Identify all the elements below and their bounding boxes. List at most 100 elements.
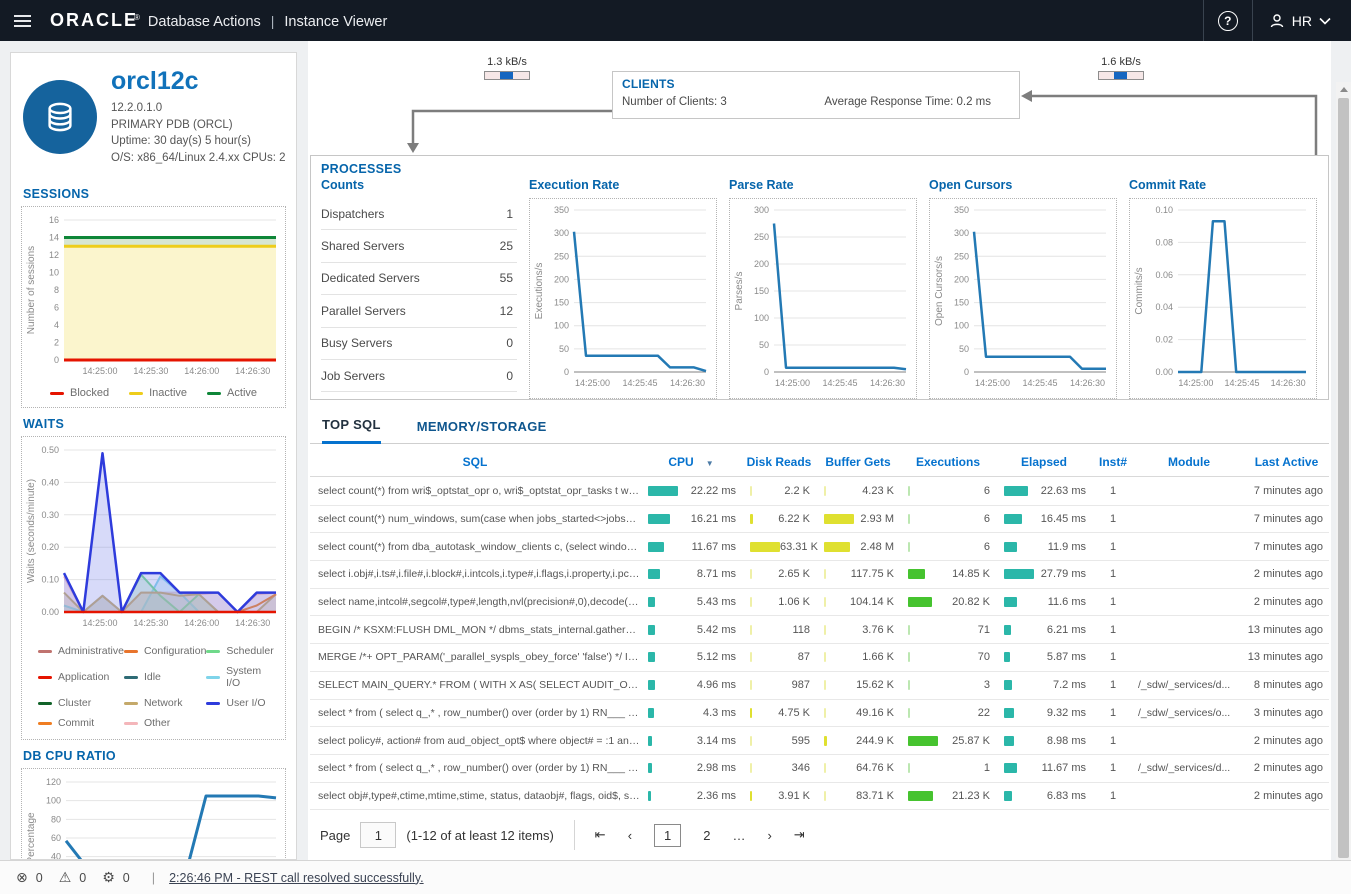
- warnings-icon[interactable]: ⚠: [58, 869, 72, 885]
- menu-icon[interactable]: [0, 0, 44, 41]
- page-button-2[interactable]: 2: [703, 827, 711, 843]
- page-button-1[interactable]: 1: [654, 823, 682, 847]
- sql-text: select count(*) from wri$_optstat_opr o,…: [318, 485, 640, 498]
- help-button[interactable]: ?: [1204, 0, 1252, 41]
- count-value: 12: [499, 303, 513, 318]
- divider: [1202, 0, 1204, 41]
- col-header-module[interactable]: Module: [1168, 454, 1210, 469]
- col-header-buffer-gets[interactable]: Buffer Gets: [825, 454, 891, 469]
- scroll-up-button[interactable]: [1336, 82, 1351, 96]
- col-header-executions[interactable]: Executions: [915, 454, 981, 469]
- prev-page-button[interactable]: ‹: [627, 827, 633, 843]
- module-value: /_sdw/_services/o...: [1138, 706, 1231, 719]
- legend-item: Cluster: [38, 697, 124, 709]
- col-header-last-active[interactable]: Last Active: [1254, 454, 1319, 469]
- count-row: Shared Servers 25: [321, 230, 517, 263]
- col-header-elapsed[interactable]: Elapsed: [1020, 454, 1068, 469]
- sql-text: BEGIN /* KSXM:FLUSH DML_MON */ dbms_stat…: [318, 623, 640, 636]
- errors-icon[interactable]: ⊗: [16, 869, 28, 885]
- last-page-button[interactable]: ⇥: [793, 827, 805, 842]
- clients-box: CLIENTS Number of Clients: 3 Average Res…: [612, 71, 1020, 119]
- disk-bar: [750, 486, 752, 497]
- cpu-bar: [648, 680, 655, 691]
- tab-memory-storage[interactable]: MEMORY/STORAGE: [416, 419, 547, 434]
- table-row[interactable]: SELECT MAIN_QUERY.* FROM ( WITH X AS( SE…: [310, 672, 1329, 700]
- cpu-bar: [648, 624, 655, 635]
- disk-value: 118: [792, 623, 810, 636]
- svg-text:Open Cursors/s: Open Cursors/s: [934, 256, 945, 326]
- svg-text:200: 200: [554, 274, 569, 284]
- elapsed-cell: 7.2 ms: [996, 679, 1092, 691]
- inbound-flow: 1.3 kB/s: [484, 56, 530, 80]
- status-message-link[interactable]: 2:26:46 PM - REST call resolved successf…: [169, 870, 424, 885]
- table-row[interactable]: select count(*) from wri$_optstat_opr o,…: [310, 478, 1329, 506]
- table-row[interactable]: MERGE /*+ OPT_PARAM('_parallel_syspls_ob…: [310, 644, 1329, 672]
- top-bar: ORACLE® Database Actions | Instance View…: [0, 0, 1351, 41]
- svg-text:0: 0: [564, 367, 569, 377]
- waits-legend: Administrative Configuration Scheduler Appl…: [38, 645, 277, 729]
- table-row[interactable]: select name,intcol#,segcol#,type#,length…: [310, 589, 1329, 617]
- cpu-cell: 2.36 ms: [640, 790, 742, 802]
- table-row[interactable]: BEGIN /* KSXM:FLUSH DML_MON */ dbms_stat…: [310, 616, 1329, 645]
- sessions-section-title: SESSIONS: [23, 187, 90, 201]
- execs-value: 1: [983, 762, 990, 775]
- sql-table-header: SQL CPU ▼ Disk Reads Buffer Gets Executio…: [310, 447, 1329, 477]
- col-header-cpu[interactable]: CPU ▼: [668, 454, 714, 469]
- count-value: 0: [506, 368, 513, 383]
- page-ellipsis[interactable]: …: [732, 827, 746, 843]
- execs-bar: [908, 735, 938, 746]
- elapsed-cell: 11.9 ms: [996, 541, 1092, 553]
- cpu-value: 5.42 ms: [696, 623, 736, 636]
- scrollbar-thumb[interactable]: [1338, 98, 1349, 858]
- svg-text:0.02: 0.02: [1155, 335, 1173, 345]
- sql-text: MERGE /*+ OPT_PARAM('_parallel_syspls_ob…: [318, 651, 640, 664]
- last-active-value: 7 minutes ago: [1253, 485, 1323, 498]
- svg-text:0: 0: [764, 367, 769, 377]
- processes-status-icon[interactable]: ⚙: [102, 869, 115, 885]
- svg-text:14:26:30: 14:26:30: [670, 378, 705, 388]
- user-menu[interactable]: HR: [1253, 0, 1351, 41]
- col-header-sql[interactable]: SQL: [462, 454, 488, 469]
- legend-swatch: [129, 391, 144, 395]
- next-page-button[interactable]: ›: [767, 827, 772, 843]
- svg-text:Percentage: Percentage: [26, 812, 37, 860]
- inst-value: 1: [1109, 706, 1117, 719]
- page-title: Instance Viewer: [284, 14, 388, 30]
- cpu-value: 5.43 ms: [696, 596, 736, 609]
- table-row[interactable]: select count(*) from dba_autotask_window…: [310, 533, 1329, 562]
- tab-top-sql[interactable]: TOP SQL: [322, 417, 381, 444]
- buffer-cell: 104.14 K: [816, 596, 900, 608]
- cpu-value: 2.36 ms: [696, 789, 736, 802]
- legend-label: Inactive: [149, 387, 188, 399]
- cpu-value: 2.98 ms: [696, 762, 736, 775]
- disk-bar: [750, 763, 752, 774]
- elapsed-cell: 22.63 ms: [996, 485, 1092, 497]
- page-input[interactable]: [360, 822, 397, 848]
- col-header-inst[interactable]: Inst#: [1098, 454, 1127, 469]
- table-row[interactable]: select obj#,type#,ctime,mtime,stime, sta…: [310, 783, 1329, 811]
- table-row[interactable]: select * from ( select q_,* , row_number…: [310, 700, 1329, 728]
- table-row[interactable]: select count(*) num_windows, sum(case wh…: [310, 506, 1329, 534]
- svg-text:300: 300: [554, 228, 569, 238]
- legend-label: Idle: [143, 671, 161, 683]
- col-header-disk-reads[interactable]: Disk Reads: [746, 454, 812, 469]
- table-row[interactable]: select * from ( select q_,* , row_number…: [310, 755, 1329, 783]
- legend-swatch: [123, 675, 138, 679]
- execs-value: 3: [983, 679, 990, 692]
- first-page-button[interactable]: ⇤: [594, 827, 606, 842]
- cpu-bar: [648, 486, 678, 497]
- execs-value: 21.23 K: [952, 789, 990, 802]
- commit-rate-chart: Commits/s 0.00 0.02 0.04 0.06 0.08 0.10 14:25:0…: [1132, 202, 1314, 397]
- table-row[interactable]: select i.obj#,i.ts#,i.file#,i.block#,i.i…: [310, 561, 1329, 589]
- processes-title: PROCESSES: [321, 162, 402, 176]
- table-row[interactable]: select policy#, action# from aud_object_…: [310, 727, 1329, 755]
- svg-text:14:25:00: 14:25:00: [775, 378, 810, 388]
- vertical-scrollbar[interactable]: [1336, 82, 1351, 894]
- execs-bar: [908, 707, 910, 718]
- sql-text: SELECT MAIN_QUERY.* FROM ( WITH X AS( SE…: [318, 679, 640, 692]
- svg-text:14:26:00: 14:26:00: [184, 618, 219, 628]
- svg-text:14:25:45: 14:25:45: [1224, 378, 1259, 388]
- outbound-rate-label: 1.6 kB/s: [1101, 56, 1141, 68]
- disk-value: 2.2 K: [784, 485, 810, 498]
- disk-bar: [750, 707, 752, 718]
